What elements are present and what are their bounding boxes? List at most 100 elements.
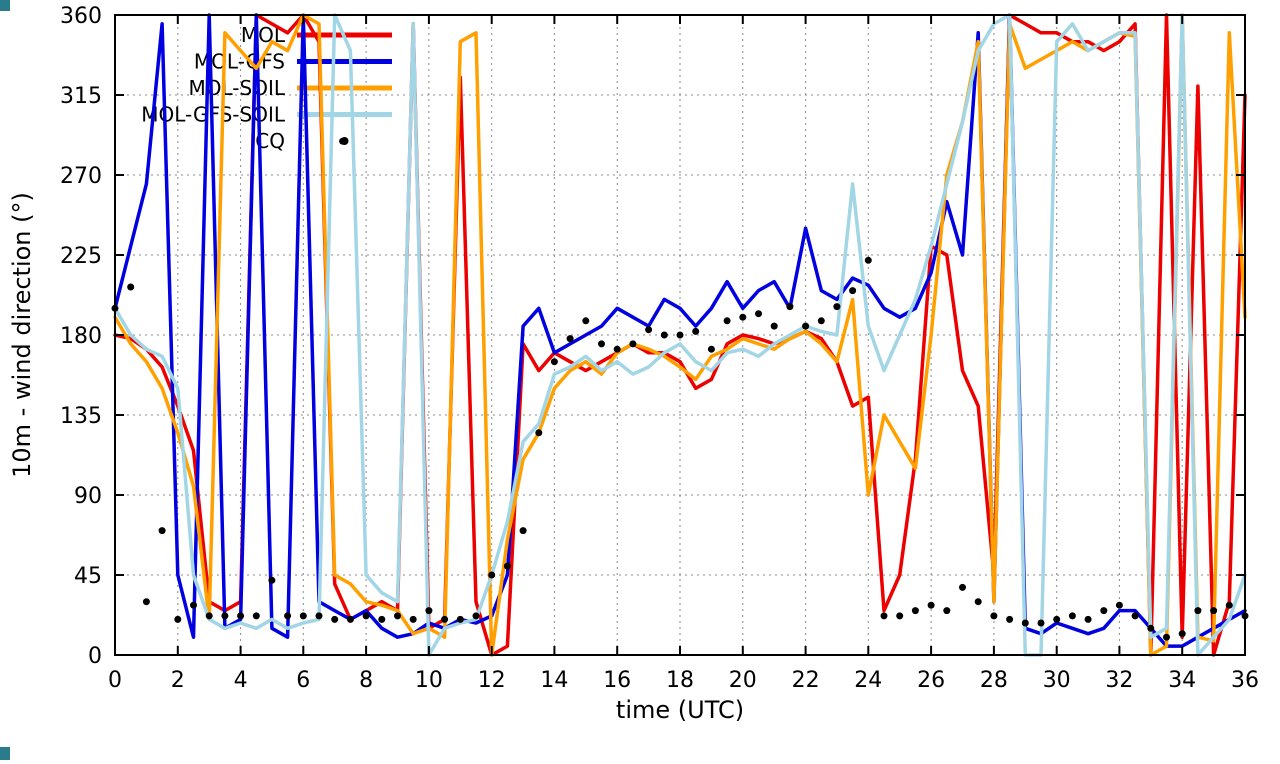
x-tick-label: 36 <box>1231 668 1259 693</box>
series-cq-point <box>582 317 590 325</box>
x-tick-label: 18 <box>666 668 694 693</box>
x-tick-label: 28 <box>980 668 1008 693</box>
y-tick-label: 360 <box>60 4 102 29</box>
series-cq-point <box>1210 607 1218 615</box>
y-tick-label: 180 <box>60 324 102 349</box>
series-cq-point <box>550 358 558 366</box>
series-cq-point <box>864 256 872 264</box>
series-cq-point <box>190 601 197 609</box>
series-cq-point <box>331 615 339 623</box>
x-tick-label: 10 <box>415 668 443 693</box>
x-tick-label: 26 <box>917 668 945 693</box>
y-tick-label: 270 <box>60 164 102 189</box>
series-cq-point <box>755 310 762 318</box>
series-cq-point <box>205 612 213 620</box>
x-tick-label: 16 <box>603 668 631 693</box>
series-cq-point <box>425 607 433 615</box>
series-cq-point <box>817 317 825 325</box>
series-cq-point <box>629 340 637 348</box>
series-cq-point <box>1225 601 1233 609</box>
x-tick-label: 34 <box>1168 668 1196 693</box>
series-cq-point <box>299 612 307 620</box>
series-cq-point <box>566 335 574 343</box>
series-cq-point <box>1131 612 1139 620</box>
series-cq-point <box>221 612 229 620</box>
x-tick-label: 12 <box>478 668 506 693</box>
series-cq-point <box>770 322 778 330</box>
series-cq-point <box>786 303 794 311</box>
x-tick-label: 6 <box>296 668 310 693</box>
series-cq-point <box>598 340 605 348</box>
x-tick-label: 22 <box>792 668 820 693</box>
series-cq-point <box>1006 615 1014 623</box>
series-cq-point <box>1194 607 1202 615</box>
x-tick-label: 0 <box>108 668 122 693</box>
series-cq-point <box>252 612 260 620</box>
x-tick-label: 8 <box>359 668 373 693</box>
y-tick-label: 90 <box>74 484 102 509</box>
x-tick-label: 30 <box>1043 668 1071 693</box>
series-cq-point <box>409 615 417 623</box>
series-cq-point <box>849 287 857 295</box>
series-cq-point <box>441 615 449 623</box>
series-cq-point <box>174 615 182 623</box>
series-cq-point <box>394 612 401 620</box>
x-tick-label: 2 <box>171 668 185 693</box>
series-cq-point <box>692 327 700 335</box>
series-cq-point <box>1115 601 1123 609</box>
series-cq-point <box>1100 607 1108 615</box>
series-cq-point <box>503 562 511 570</box>
series-cq-point <box>268 576 276 584</box>
series-cq-point <box>237 612 245 620</box>
series-cq-point <box>346 615 354 623</box>
series-cq-point <box>1084 615 1092 623</box>
series-cq-point <box>880 612 888 620</box>
series-cq-point <box>707 345 715 353</box>
series-cq-point <box>613 345 621 353</box>
series-mol-gfs-soil-line <box>113 13 1247 657</box>
series-cq-point <box>456 615 464 623</box>
series-cq-point <box>1053 615 1061 623</box>
x-axis-label: time (UTC) <box>616 696 744 724</box>
series-cq-point <box>943 607 951 615</box>
series-cq-point <box>990 612 998 620</box>
series-cq-point <box>284 612 292 620</box>
series-cq-point <box>315 612 323 620</box>
series-cq-point <box>911 607 919 615</box>
series-cq-point <box>645 326 653 334</box>
y-tick-label: 0 <box>88 644 102 669</box>
x-tick-label: 4 <box>234 668 248 693</box>
series-cq-point <box>1068 612 1076 620</box>
window-artifact-top-left <box>0 0 10 11</box>
series-cq-point <box>362 612 370 620</box>
series-cq-point <box>472 612 480 620</box>
x-tick-label: 32 <box>1105 668 1133 693</box>
series-cq-point <box>959 583 966 591</box>
x-tick-label: 14 <box>540 668 568 693</box>
y-tick-label: 135 <box>60 404 102 429</box>
x-tick-label: 20 <box>729 668 757 693</box>
series-cq-point <box>896 612 904 620</box>
series-cq-point <box>535 429 543 437</box>
series-cq-point <box>339 137 347 145</box>
series-cq-point <box>158 527 166 535</box>
window-artifact-bottom-left <box>0 747 10 760</box>
y-axis-label: 10m - wind direction (°) <box>8 192 36 478</box>
series-cq-point <box>488 571 496 579</box>
series-cq-point <box>1037 619 1045 627</box>
series-cq-point <box>142 598 150 606</box>
y-tick-label: 315 <box>60 84 102 109</box>
series-cq-point <box>927 601 935 609</box>
series-cq-point <box>974 598 982 606</box>
series-cq-point <box>1021 619 1029 627</box>
series-cq-point <box>739 313 747 321</box>
y-tick-label: 225 <box>60 244 102 269</box>
series-cq-point <box>1163 633 1170 641</box>
series-cq-point <box>660 331 668 339</box>
series-cq-point <box>676 331 684 339</box>
series-cq-point <box>723 317 731 325</box>
legend-label: MOL-SOIL <box>189 76 286 100</box>
series-cq-point <box>519 527 527 535</box>
